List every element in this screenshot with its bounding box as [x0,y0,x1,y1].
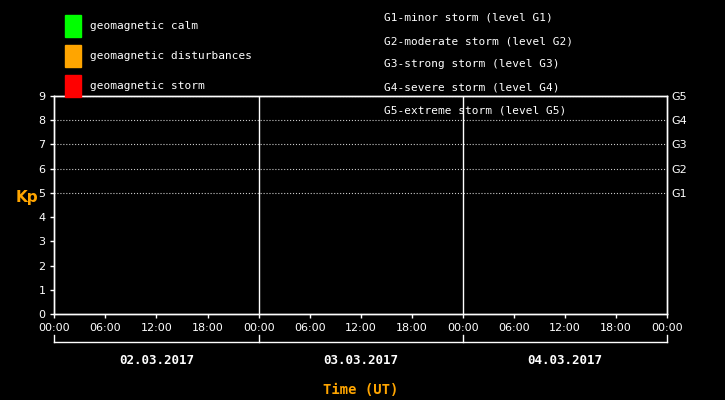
Text: G5-extreme storm (level G5): G5-extreme storm (level G5) [384,106,566,116]
Text: G1-minor storm (level G1): G1-minor storm (level G1) [384,13,553,23]
Y-axis label: Kp: Kp [16,190,38,205]
Text: 02.03.2017: 02.03.2017 [119,354,194,366]
Text: 04.03.2017: 04.03.2017 [527,354,602,366]
Text: G2-moderate storm (level G2): G2-moderate storm (level G2) [384,36,573,46]
Text: Time (UT): Time (UT) [323,383,398,397]
Text: G3-strong storm (level G3): G3-strong storm (level G3) [384,60,560,70]
Text: geomagnetic calm: geomagnetic calm [90,21,198,31]
Text: geomagnetic disturbances: geomagnetic disturbances [90,51,252,61]
Text: 03.03.2017: 03.03.2017 [323,354,398,366]
Text: geomagnetic storm: geomagnetic storm [90,81,204,91]
Text: G4-severe storm (level G4): G4-severe storm (level G4) [384,83,560,93]
